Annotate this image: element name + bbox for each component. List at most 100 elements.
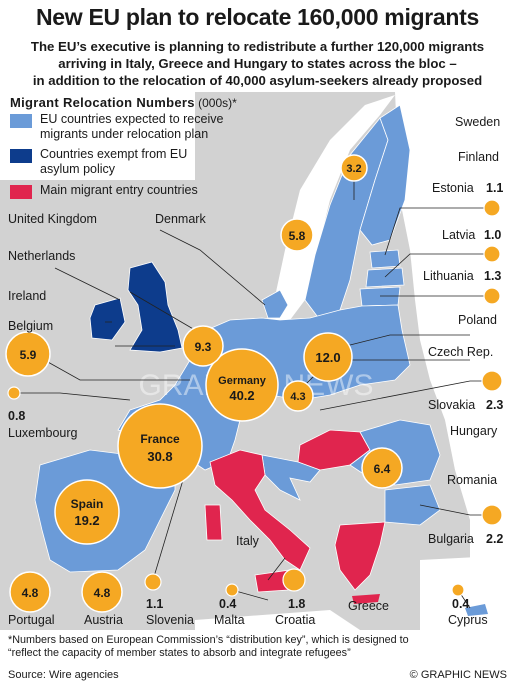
label-bulgaria: Bulgaria xyxy=(428,532,474,546)
label-cyprus-value: 0.4 xyxy=(452,597,469,611)
footnote-line-2: “reflect the capacity of member states t… xyxy=(8,647,351,659)
bubble-portugal-value: 4.8 xyxy=(22,586,39,600)
subtitle-line-3: in addition to the relocation of 40,000 … xyxy=(32,73,483,88)
relocation-bubbles: 3.2 5.8 12.0 4.3 Germany 40.2 9.3 5.9 Fr… xyxy=(5,154,503,613)
bubble-netherlands-value: 9.3 xyxy=(195,340,212,354)
bubble-bulgaria xyxy=(481,504,503,526)
legend-unit: (000s)* xyxy=(198,96,237,110)
leader-latvia xyxy=(384,253,492,278)
label-finland: Finland xyxy=(458,150,499,164)
country-greece xyxy=(334,521,386,591)
label-hungary: Hungary xyxy=(450,424,498,438)
footnote-line-1: *Numbers based on European Commission’s … xyxy=(8,634,409,646)
subtitle-line-2: arriving in Italy, Greece and Hungary to… xyxy=(58,56,457,71)
leader-luxembourg xyxy=(14,392,131,401)
bubble-sweden-value: 5.8 xyxy=(289,229,306,243)
label-slovakia: Slovakia xyxy=(428,398,475,412)
label-romania: Romania xyxy=(447,473,497,487)
legend-heading-text: Migrant Relocation Numbers xyxy=(10,95,195,110)
bubble-france-label: France xyxy=(140,432,180,446)
leader-netherlands xyxy=(54,267,121,301)
label-lithuania: Lithuania xyxy=(423,269,474,283)
source-note: Source: Wire agencies xyxy=(8,669,119,681)
country-italy xyxy=(209,449,311,571)
bubble-belgium xyxy=(5,331,51,377)
label-croatia: Croatia xyxy=(275,613,315,627)
legend-item-exempt: Countries exempt from EU asylum policy xyxy=(10,147,210,177)
bubble-lithuania xyxy=(483,287,501,305)
label-greece: Greece xyxy=(348,599,389,613)
bubble-france xyxy=(117,403,203,489)
bubble-latvia xyxy=(483,245,501,263)
bubble-germany xyxy=(205,348,279,422)
label-portugal: Portugal xyxy=(8,613,55,627)
label-slovenia: Slovenia xyxy=(146,613,194,627)
bubble-poland xyxy=(303,332,353,382)
label-uk: United Kingdom xyxy=(8,212,97,226)
label-ireland: Ireland xyxy=(8,289,46,303)
leader-uk xyxy=(129,291,196,331)
country-finland xyxy=(359,104,411,246)
bubble-spain-value: 19.2 xyxy=(74,513,99,528)
bubble-finland-value: 3.2 xyxy=(346,163,361,175)
bubble-netherlands xyxy=(182,325,224,367)
bubble-slovakia xyxy=(481,370,503,392)
country-labels: Sweden Finland Estonia 1.1 Latvia 1.0 Li… xyxy=(8,115,503,627)
bubble-austria xyxy=(81,571,123,613)
label-lithuania-value: 1.3 xyxy=(484,269,501,283)
label-luxembourg: Luxembourg xyxy=(8,426,78,440)
legend-swatch-light-blue xyxy=(10,114,32,128)
label-bulgaria-value: 2.2 xyxy=(486,532,503,546)
subtitle: The EU’s executive is planning to redist… xyxy=(6,38,509,89)
leader-croatia-malta xyxy=(267,557,286,581)
bubble-spain-label: Spain xyxy=(71,497,104,511)
label-estonia: Estonia xyxy=(432,181,474,195)
legend-item-receiving: EU countries expected to receive migrant… xyxy=(10,112,260,142)
land-turkey xyxy=(420,555,515,630)
footnote: *Numbers based on European Commission’s … xyxy=(8,634,508,660)
bubble-czech-value: 4.3 xyxy=(290,391,305,403)
legend-item-entry: Main migrant entry countries xyxy=(10,183,260,199)
bubble-romania xyxy=(361,447,403,489)
label-malta-value: 0.4 xyxy=(219,597,236,611)
land-north-africa xyxy=(195,610,360,630)
subtitle-line-1: The EU’s executive is planning to redist… xyxy=(30,39,485,54)
bubble-austria-value: 4.8 xyxy=(94,586,111,600)
island-sicily xyxy=(254,569,291,593)
country-estonia xyxy=(369,249,401,269)
label-denmark: Denmark xyxy=(155,212,206,226)
label-estonia-value: 1.1 xyxy=(486,181,503,195)
bubble-romania-value: 6.4 xyxy=(374,462,391,476)
country-croatia xyxy=(261,454,321,501)
label-czech: Czech Rep. xyxy=(428,345,493,359)
bubble-spain xyxy=(54,479,120,545)
country-lithuania xyxy=(359,286,401,307)
country-denmark xyxy=(261,289,289,319)
label-cyprus: Cyprus xyxy=(448,613,488,627)
country-ireland xyxy=(89,297,126,341)
label-netherlands: Netherlands xyxy=(8,249,75,263)
bubble-germany-value: 40.2 xyxy=(229,388,254,403)
page-title: New EU plan to relocate 160,000 migrants xyxy=(35,4,480,30)
legend-label-exempt: Countries exempt from EU asylum policy xyxy=(40,147,188,176)
island-crete xyxy=(352,594,380,604)
bubble-portugal xyxy=(9,571,51,613)
legend-label-receiving: EU countries expected to receive migrant… xyxy=(40,112,224,141)
bubble-slovenia xyxy=(144,573,162,591)
legend-swatch-red xyxy=(10,185,32,199)
land-norway xyxy=(270,95,395,320)
label-sweden: Sweden xyxy=(455,115,500,129)
leader-poland xyxy=(329,334,470,351)
leader-denmark xyxy=(159,229,266,306)
bubble-sweden xyxy=(280,218,314,252)
label-croatia-value: 1.8 xyxy=(288,597,305,611)
legend-heading: Migrant Relocation Numbers (000s)* xyxy=(10,95,237,110)
land-non-eu-east xyxy=(395,92,515,600)
bubble-croatia xyxy=(282,568,306,592)
bubble-poland-value: 12.0 xyxy=(315,350,340,365)
bubble-estonia xyxy=(483,199,501,217)
label-poland: Poland xyxy=(458,313,497,327)
label-slovenia-value: 1.1 xyxy=(146,597,163,611)
country-bulgaria xyxy=(384,484,441,526)
